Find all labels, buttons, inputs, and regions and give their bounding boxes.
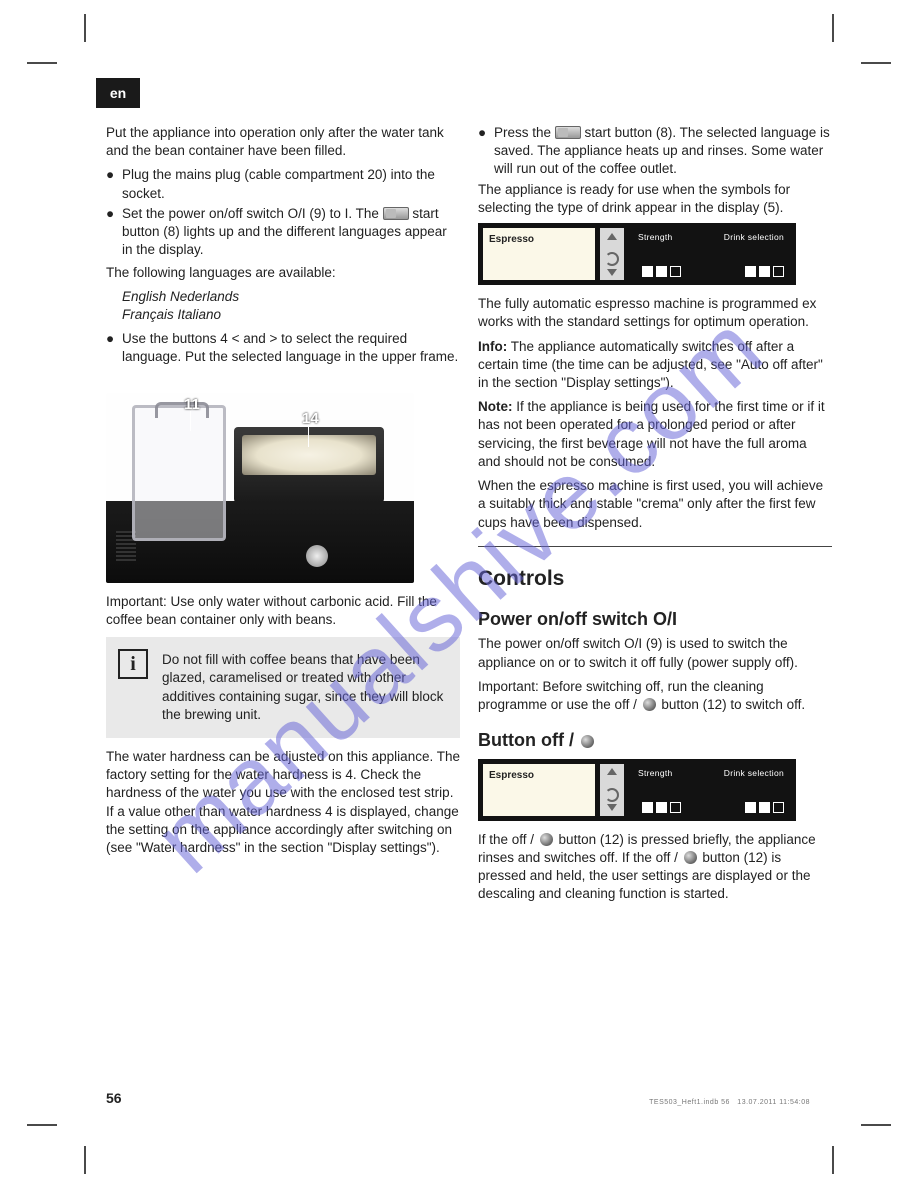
info-label: Info: (478, 339, 507, 354)
appliance-photo: 11 14 (106, 393, 414, 583)
note-text: If the appliance is being used for the f… (478, 399, 825, 469)
display-panel-1: Espresso Strength Drink selection (478, 223, 796, 285)
nav-up-icon (600, 228, 624, 244)
hardness-text: The water hardness can be adjusted on th… (106, 748, 460, 857)
screen-text: Espresso (489, 234, 534, 245)
info-text: Do not fill with coffee beans that have … (162, 651, 446, 724)
crema-text: When the espresso machine is first used,… (478, 477, 832, 532)
crop-mark (84, 14, 86, 42)
factory-settings-text: The fully automatic espresso machine is … (478, 295, 832, 331)
note-label: Note: (478, 399, 513, 414)
standby-icon (684, 851, 697, 864)
languages-list: English Nederlands Français Italiano (122, 288, 460, 324)
text-fragment: If the off / (478, 832, 538, 847)
right-column: ● Press the start button (8). The select… (478, 124, 832, 909)
text-fragment: button (12) to switch off. (658, 697, 806, 712)
standby-icon (540, 833, 553, 846)
bean-container (234, 427, 384, 503)
crop-mark (27, 1124, 57, 1126)
auto-off-tip: Info: The appliance automatically switch… (478, 338, 832, 393)
crop-mark (84, 1146, 86, 1174)
text-fragment: Press the (494, 125, 555, 140)
step-1: ● Plug the mains plug (cable compartment… (106, 166, 460, 202)
tank-handle (155, 402, 209, 418)
water-tank (132, 405, 226, 541)
panel-label-drink: Drink selection (724, 768, 784, 779)
step-text: Press the start button (8). The selected… (494, 124, 832, 179)
crop-mark (832, 1146, 834, 1174)
languages-intro: The following languages are available: (106, 264, 460, 282)
step-text: Set the power on/off switch O/I (9) to I… (122, 205, 460, 260)
standby-icon (581, 735, 594, 748)
panel-label-strength: Strength (638, 768, 673, 779)
display-nav (600, 228, 624, 280)
info-box: i Do not fill with coffee beans that hav… (106, 637, 460, 738)
text-fragment: button (8) lights up and the different l… (122, 224, 447, 257)
controls-heading: Controls (478, 565, 832, 593)
step-4: ● Press the start button (8). The select… (478, 124, 832, 179)
crop-mark (832, 14, 834, 42)
tip-text: The appliance automatically switches off… (478, 339, 823, 390)
document-code: TES503_Heft1.indb 56 13.07.2011 11:54:08 (649, 1099, 810, 1106)
drink-indicator (745, 802, 784, 813)
step-3: ● Use the buttons 4 < and > to select th… (106, 330, 460, 366)
display-panel-2: Espresso Strength Drink selection (478, 759, 796, 821)
display-right-panel: Strength Drink selection (624, 759, 796, 821)
strength-indicator (642, 802, 681, 813)
left-column: Put the appliance into operation only af… (106, 124, 460, 863)
display-screen: Espresso (483, 228, 595, 280)
standby-icon (643, 698, 656, 711)
callout-leader (190, 411, 191, 431)
crop-mark (27, 62, 57, 64)
start-button-icon (555, 126, 581, 139)
off-button-body: If the off / button (12) is pressed brie… (478, 831, 832, 904)
power-switch-important: Important: Before switching off, run the… (478, 678, 832, 714)
drink-indicator (745, 266, 784, 277)
control-dial (306, 545, 328, 567)
ready-text: The appliance is ready for use when the … (478, 181, 832, 217)
step-text: Use the buttons 4 < and > to select the … (122, 330, 460, 366)
display-screen: Espresso (483, 764, 595, 816)
nav-up-icon (600, 764, 624, 780)
display-right-panel: Strength Drink selection (624, 223, 796, 285)
first-use-note: Note: If the appliance is being used for… (478, 398, 832, 471)
water-warning: Important: Use only water without carbon… (106, 593, 460, 629)
text-fragment: start (412, 206, 438, 221)
bullet-icon: ● (106, 205, 122, 260)
bullet-icon: ● (478, 124, 494, 179)
callout-14: 14 (302, 409, 319, 429)
bullet-icon: ● (106, 166, 122, 202)
screen-text: Espresso (489, 770, 534, 781)
callout-11: 11 (184, 395, 200, 415)
intro-text: Put the appliance into operation only af… (106, 124, 460, 160)
display-nav (600, 764, 624, 816)
callout-leader (308, 425, 309, 447)
panel-label-strength: Strength (638, 232, 673, 243)
bullet-icon: ● (106, 330, 122, 366)
power-switch-body: The power on/off switch O/I (9) is used … (478, 635, 832, 671)
panel-label-drink: Drink selection (724, 232, 784, 243)
text-fragment: Set the power on/off switch O/I (9) to I… (122, 206, 383, 221)
language-badge: en (96, 78, 140, 108)
step-text: Plug the mains plug (cable compartment 2… (122, 166, 460, 202)
doc-time: 13.07.2011 11:54:08 (737, 1099, 810, 1106)
doc-file: TES503_Heft1.indb 56 (649, 1099, 730, 1106)
info-icon: i (118, 649, 148, 679)
power-switch-heading: Power on/off switch O/I (478, 607, 832, 631)
start-button-icon (383, 207, 409, 220)
page-number: 56 (106, 1090, 122, 1106)
text-fragment: start (585, 125, 611, 140)
strength-indicator (642, 266, 681, 277)
text-fragment: Button off / (478, 730, 579, 750)
crop-mark (861, 1124, 891, 1126)
step-2: ● Set the power on/off switch O/I (9) to… (106, 205, 460, 260)
section-divider (478, 546, 832, 547)
crop-mark (861, 62, 891, 64)
nav-down-icon (600, 800, 624, 816)
off-button-heading: Button off / (478, 728, 832, 752)
nav-down-icon (600, 264, 624, 280)
